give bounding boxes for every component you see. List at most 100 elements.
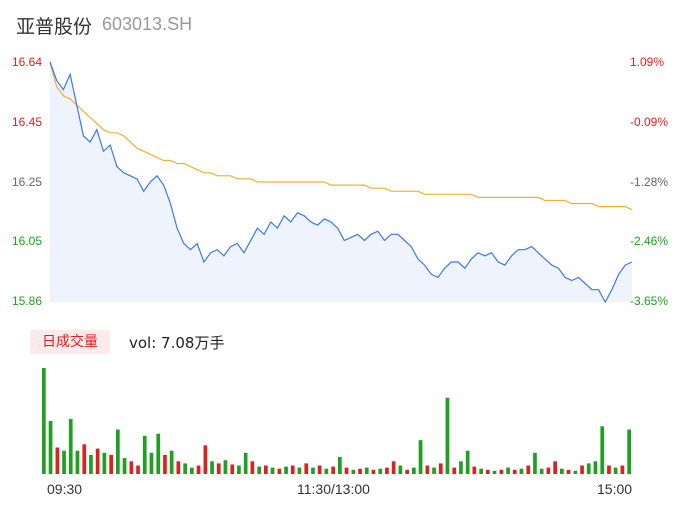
y-tick-left-2: 16.25 xyxy=(12,175,43,189)
volume-bar xyxy=(492,470,497,474)
volume-bar xyxy=(95,448,100,474)
volume-bar xyxy=(55,447,60,474)
volume-bar xyxy=(237,465,241,474)
volume-bar xyxy=(546,467,551,474)
volume-bar xyxy=(519,468,524,474)
volume-bar xyxy=(566,469,571,474)
volume-bar xyxy=(600,426,605,474)
volume-bar xyxy=(459,461,463,474)
volume-bar xyxy=(438,463,443,474)
volume-bar xyxy=(42,368,46,474)
stock-code: 603013.SH xyxy=(102,14,193,34)
volume-bar xyxy=(506,467,510,474)
volume-bar xyxy=(539,468,544,474)
volume-bar xyxy=(163,454,167,474)
volume-bar xyxy=(216,463,221,474)
volume-bar xyxy=(553,461,557,474)
volume-bar xyxy=(284,466,288,474)
volume-bar xyxy=(391,461,396,474)
x-tick-close: 15:00 xyxy=(597,481,633,497)
stock-name: 亚普股份 xyxy=(16,16,93,38)
series-line-average xyxy=(49,61,633,211)
volume-bar xyxy=(512,469,517,474)
volume-bar xyxy=(385,467,389,474)
volume-bar xyxy=(136,465,140,474)
volume-bar xyxy=(593,461,598,474)
y-tick-right-4: -3.65% xyxy=(630,294,669,308)
volume-bar xyxy=(445,397,450,474)
volume-bar xyxy=(607,465,611,474)
volume-bar xyxy=(243,452,248,474)
volume-bar xyxy=(364,467,369,474)
volume-bar xyxy=(196,465,201,474)
volume-bar xyxy=(580,465,584,474)
volume-bar xyxy=(331,466,335,474)
volume-bar xyxy=(190,467,194,474)
volume-bar xyxy=(418,440,423,474)
volume-bar xyxy=(486,469,490,474)
volume-bar xyxy=(277,468,282,474)
series-line-price xyxy=(49,61,633,304)
volume-bar xyxy=(304,463,309,474)
volume-bar xyxy=(250,461,255,474)
volume-bar xyxy=(405,469,409,474)
volume-bar xyxy=(290,465,295,474)
volume-bar xyxy=(378,468,383,474)
volume-bar xyxy=(116,429,120,474)
volume-bar xyxy=(149,452,154,474)
volume-bar xyxy=(257,466,261,474)
volume-bar xyxy=(627,429,631,474)
volume-bar xyxy=(230,464,235,474)
volume-bar xyxy=(533,452,537,474)
volume-bar xyxy=(499,469,504,474)
volume-bar xyxy=(412,467,416,474)
volume-bar xyxy=(223,460,228,474)
volume-bar xyxy=(324,468,329,474)
daily-volume-badge: 日成交量 xyxy=(30,330,110,354)
volume-bar xyxy=(351,469,356,474)
volume-bar xyxy=(344,467,349,474)
volume-bar xyxy=(176,461,181,474)
volume-bar xyxy=(526,465,531,474)
volume-bar xyxy=(109,454,113,474)
volume-bar xyxy=(560,468,564,474)
volume-bar xyxy=(264,465,268,474)
volume-bar xyxy=(465,450,470,474)
volume-bar xyxy=(586,463,591,474)
volume-bar xyxy=(620,465,625,474)
volume-bar xyxy=(371,469,376,474)
volume-bar xyxy=(297,467,302,474)
y-tick-left-0: 16.64 xyxy=(12,55,43,69)
volume-bar xyxy=(432,467,436,474)
volume-bar xyxy=(169,450,174,474)
volume-bar xyxy=(129,461,134,474)
volume-bar xyxy=(613,467,618,474)
volume-bar xyxy=(102,452,107,474)
price-area-fill xyxy=(50,62,632,302)
y-tick-left-3: 16.05 xyxy=(12,234,43,248)
volume-bar xyxy=(210,461,214,474)
y-tick-left-1: 16.45 xyxy=(12,115,43,129)
volume-bar xyxy=(62,450,66,474)
volume-bar xyxy=(122,458,127,474)
volume-bar xyxy=(75,450,80,474)
y-tick-right-3: -2.46% xyxy=(630,234,669,248)
y-tick-right-0: 1.09% xyxy=(630,55,665,69)
volume-bar xyxy=(270,467,275,474)
volume-bar xyxy=(89,454,93,474)
volume-bar xyxy=(472,466,477,474)
volume-bar xyxy=(425,465,430,474)
y-tick-left-4: 15.86 xyxy=(12,294,43,308)
volume-bar xyxy=(48,421,53,474)
y-tick-right-2: -1.28% xyxy=(630,175,669,189)
volume-bar xyxy=(479,468,483,474)
volume-bar xyxy=(573,470,578,474)
volume-bar xyxy=(183,463,187,474)
volume-bar xyxy=(398,465,403,474)
volume-bar xyxy=(203,445,208,474)
volume-bar xyxy=(311,467,315,474)
volume-bar xyxy=(338,457,342,474)
volume-bar xyxy=(82,444,87,474)
volume-readout: vol: 7.08万手 xyxy=(129,334,225,352)
